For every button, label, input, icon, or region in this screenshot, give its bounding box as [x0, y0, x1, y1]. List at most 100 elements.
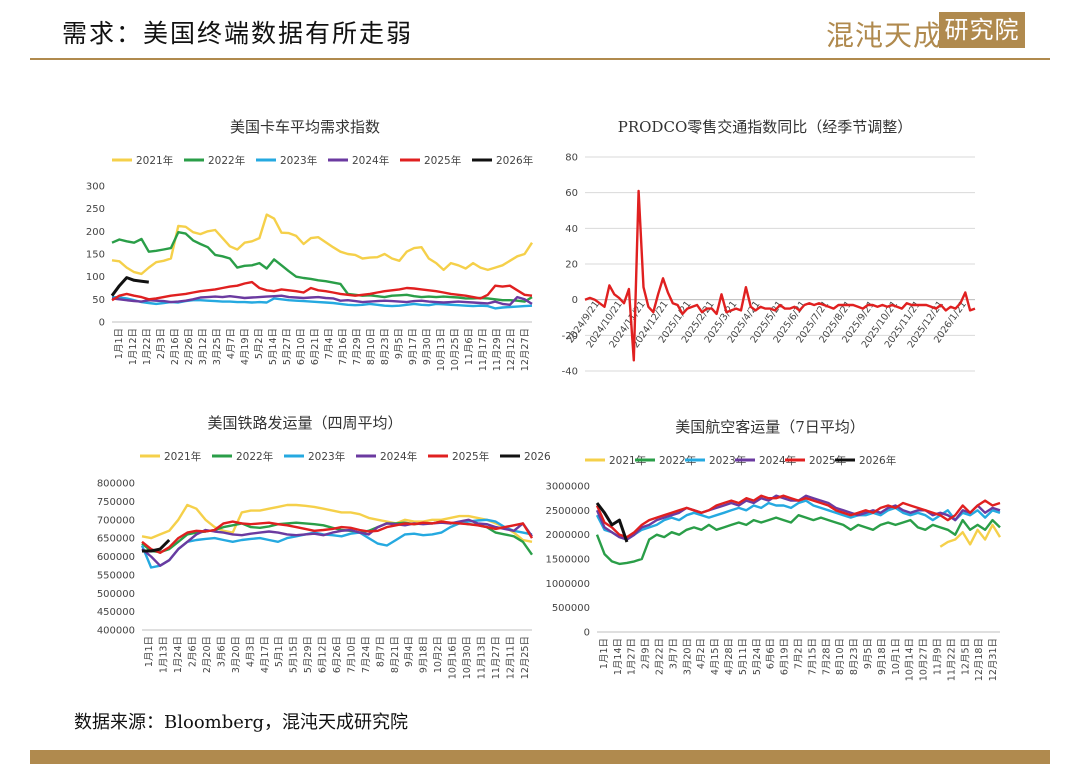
- x-tick-label: 12月31日: [988, 638, 999, 681]
- x-tick-label: 3月20日: [682, 638, 693, 675]
- x-tick-label: 10月14日: [905, 638, 916, 681]
- x-tick-label: 7月4日: [324, 328, 335, 359]
- x-tick-label: 5月24日: [752, 638, 763, 675]
- x-tick-label: 10月13日: [436, 328, 447, 371]
- x-tick-label: 1月24日: [173, 636, 184, 673]
- x-tick-label: 9月4日: [404, 636, 415, 667]
- x-tick-label: 10月30日: [462, 636, 473, 679]
- series-line-2021年: [111, 213, 534, 276]
- header-divider: [30, 58, 1050, 60]
- series-line-2024年: [141, 518, 533, 567]
- prodco-retail-traffic-chart: PRODCO零售交通指数同比（经季节调整）-40-200204060802024…: [562, 118, 976, 378]
- x-tick-label: 10月1日: [891, 638, 902, 675]
- x-tick-label: 3月25日: [212, 328, 223, 365]
- x-tick-label: 8月10日: [366, 328, 377, 365]
- y-tick-label: 0: [572, 295, 578, 306]
- series-line-2022年: [141, 520, 533, 556]
- x-tick-label: 2月6日: [188, 636, 199, 667]
- x-tick-label: 7月29日: [352, 328, 363, 365]
- x-tick-label: 4月17日: [260, 636, 271, 673]
- x-tick-label: 10月27日: [919, 638, 930, 681]
- x-tick-label: 1月14日: [613, 638, 624, 675]
- x-tick-label: 1月22日: [142, 328, 153, 365]
- x-tick-label: 12月12日: [506, 328, 517, 371]
- x-tick-label: 6月12日: [318, 636, 329, 673]
- y-tick-label: 800000: [97, 479, 135, 490]
- truck-demand-chart: 美国卡车平均需求指数 2021年 2022年 2023年 2024年 2025年 2026年…: [86, 118, 534, 371]
- y-tick-label: -20: [562, 331, 578, 342]
- x-tick-label: 2月20日: [202, 636, 213, 673]
- y-tick-label: 550000: [97, 570, 135, 581]
- x-tick-label: 2月16日: [170, 328, 181, 365]
- y-tick-label: 450000: [97, 607, 135, 618]
- x-tick-label: 2月3日: [156, 328, 167, 359]
- series-line-PRODCO: [584, 189, 976, 362]
- y-tick-label: 1500000: [545, 555, 590, 566]
- x-tick-label: 9月5日: [394, 328, 405, 359]
- footer-bar: [30, 750, 1050, 764]
- air-chart-title: 美国航空客运量（7日平均）: [675, 418, 865, 436]
- x-tick-label: 4月2日: [696, 638, 707, 669]
- x-tick-label: 9月5日: [863, 638, 874, 669]
- x-tick-label: 1月1日: [114, 328, 125, 359]
- x-tick-label: 11月17日: [478, 328, 489, 371]
- x-tick-label: 1月1日: [144, 636, 155, 667]
- series-line-2021年: [141, 503, 533, 543]
- logo-text-primary: 混沌天成: [826, 19, 943, 52]
- x-tick-label: 7月24日: [361, 636, 372, 673]
- y-tick-label: 750000: [97, 497, 135, 508]
- x-tick-label: 5月2日: [254, 328, 265, 359]
- x-tick-label: 8月7日: [375, 636, 386, 667]
- legend-label: 2021年: [136, 154, 173, 167]
- x-tick-label: 10月25日: [450, 328, 461, 371]
- x-tick-label: 8月10日: [835, 638, 846, 675]
- series-line-2023年: [595, 499, 1001, 541]
- y-tick-label: 100: [86, 272, 105, 283]
- x-tick-label: 11月13日: [476, 636, 487, 679]
- x-tick-label: 11月9日: [932, 638, 943, 675]
- series-line-2025年: [595, 494, 1001, 539]
- x-tick-label: 9月30日: [422, 328, 433, 365]
- y-tick-label: 150: [86, 250, 105, 261]
- x-tick-label: 11月29日: [492, 328, 503, 371]
- y-tick-label: -40: [562, 367, 578, 378]
- x-tick-label: 3月12日: [198, 328, 209, 365]
- y-tick-label: 650000: [97, 534, 135, 545]
- series-line-2026年: [142, 538, 171, 553]
- x-tick-label: 12月18日: [974, 638, 985, 681]
- x-tick-label: 6月6日: [766, 638, 777, 669]
- source-note: 数据来源：Bloomberg，混沌天成研究院: [74, 712, 409, 733]
- series-line-2025年: [141, 520, 534, 554]
- x-tick-label: 12月27日: [520, 328, 531, 371]
- x-tick-label: 8月23日: [380, 328, 391, 365]
- y-tick-label: 80: [565, 153, 578, 164]
- y-tick-label: 500000: [552, 603, 590, 614]
- legend-label: 2025年: [424, 154, 461, 167]
- x-tick-label: 5月11日: [738, 638, 749, 675]
- legend-label: 2023年: [280, 154, 317, 167]
- x-tick-label: 5月1日: [274, 636, 285, 667]
- x-tick-label: 11月6日: [464, 328, 475, 365]
- x-tick-label: 1月1日: [599, 638, 610, 669]
- series-line-2021年: [939, 523, 1002, 548]
- x-tick-label: 8月21日: [390, 636, 401, 673]
- series-line-2026年: [595, 502, 629, 543]
- x-tick-label: 7月28日: [821, 638, 832, 675]
- x-tick-label: 7月16日: [338, 328, 349, 365]
- x-tick-label: 5月29日: [303, 636, 314, 673]
- x-tick-label: 4月19日: [240, 328, 251, 365]
- x-tick-label: 7月2日: [794, 638, 805, 669]
- x-tick-label: 6月21日: [310, 328, 321, 365]
- x-tick-label: 10月16日: [448, 636, 459, 679]
- y-tick-label: 200: [86, 227, 105, 238]
- rail-chart-title: 美国铁路发运量（四周平均）: [207, 414, 402, 432]
- y-tick-label: 3000000: [545, 482, 590, 493]
- x-tick-label: 3月7日: [668, 638, 679, 669]
- y-tick-label: 250: [86, 204, 105, 215]
- x-tick-label: 12月11日: [505, 636, 516, 679]
- series-line-2023年: [140, 518, 533, 569]
- legend-label: 2023年: [709, 454, 746, 467]
- x-tick-label: 9月18日: [877, 638, 888, 675]
- legend-label: 2024年: [380, 450, 417, 463]
- y-tick-label: 1000000: [545, 579, 590, 590]
